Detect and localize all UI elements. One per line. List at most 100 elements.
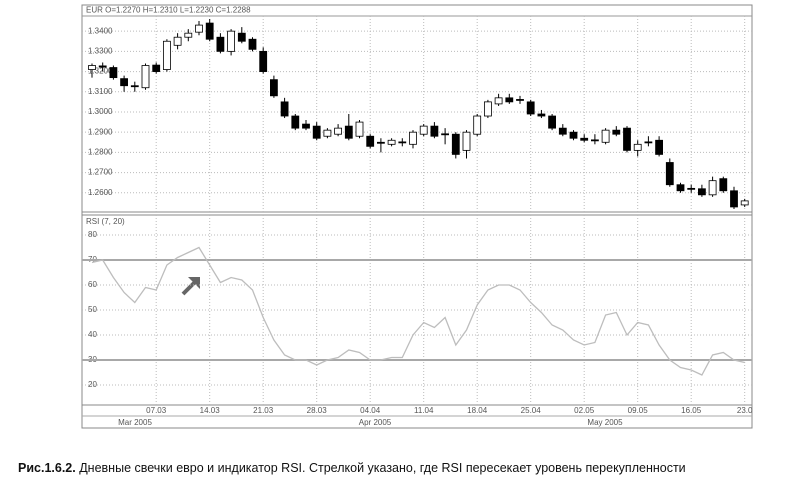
candle-body	[195, 24, 203, 33]
y-tick-label: 50	[88, 305, 97, 314]
y-tick-label: 60	[88, 280, 97, 289]
candle-body	[473, 115, 482, 135]
candle-body	[323, 129, 332, 137]
candle-body	[280, 101, 289, 117]
candle-body	[109, 67, 118, 79]
candle-body	[505, 97, 514, 103]
arrow	[181, 277, 200, 296]
y-tick-label: 20	[88, 380, 97, 389]
caption-label: Рис.1.6.2.	[18, 461, 76, 475]
candle-body	[141, 65, 150, 89]
candle-body	[398, 141, 407, 144]
y-tick-label: 1.2900	[88, 127, 113, 136]
x-tick-label: 25.04	[521, 406, 542, 415]
candle-body	[730, 190, 738, 208]
candle-body	[612, 129, 621, 135]
y-tick-label: 1.2700	[88, 168, 113, 177]
candle-body	[162, 40, 171, 70]
candle-body	[269, 79, 278, 97]
candle-body	[548, 115, 556, 129]
frame	[81, 4, 753, 429]
caption: Рис.1.6.2. Дневные свечки евро и индикат…	[18, 461, 686, 475]
candle-body	[237, 32, 246, 42]
candle-body	[334, 127, 343, 135]
candle-body	[98, 65, 107, 68]
candle-body	[227, 30, 236, 52]
candle-body	[355, 121, 364, 137]
x-tick-label: 18.04	[467, 406, 488, 415]
y-tick-label: 1.2800	[88, 148, 113, 157]
caption-text: Дневные свечки евро и индикатор RSI. Стр…	[79, 461, 686, 475]
candle-body	[558, 127, 567, 135]
candle-body	[344, 125, 353, 139]
candle-body	[366, 135, 375, 147]
y-tick-label: 80	[88, 230, 97, 239]
rsi-line	[91, 246, 745, 376]
y-tick-label: 1.3300	[88, 46, 113, 55]
candle-body	[698, 188, 706, 196]
x-tick-label: 07.03	[146, 406, 167, 415]
month-label: Apr 2005	[359, 418, 392, 427]
candle-body	[441, 133, 450, 136]
candle-body	[462, 131, 471, 151]
y-tick-label: 40	[88, 330, 97, 339]
candle-body	[591, 139, 599, 142]
candle-body	[312, 125, 321, 139]
candle-body	[687, 187, 696, 190]
candle-body	[516, 99, 524, 101]
candle-body	[430, 125, 439, 137]
y-tick-label: 1.3000	[88, 107, 113, 116]
candle-body	[152, 64, 161, 72]
candle-body	[88, 65, 96, 70]
candle-body	[665, 162, 674, 186]
month-label: Mar 2005	[118, 418, 152, 427]
x-tick-label: 02.05	[574, 406, 595, 415]
candle-body	[569, 131, 578, 139]
x-tick-label: 11.04	[414, 406, 434, 415]
candle-body	[387, 139, 396, 145]
month-label: May 2005	[587, 418, 623, 427]
candle-body	[216, 36, 225, 52]
candle-body	[419, 125, 428, 135]
candle-body	[633, 143, 642, 151]
x-tick-label: 04.04	[360, 406, 381, 415]
candle-body	[494, 97, 503, 105]
candle-body	[130, 85, 139, 88]
candle-body	[526, 101, 535, 115]
rsi-header: RSI (7, 20)	[86, 217, 125, 226]
candle-body	[376, 141, 385, 144]
candle-body	[184, 32, 193, 38]
candle-body	[623, 127, 631, 151]
x-tick-label: 16.05	[681, 406, 702, 415]
y-tick-label: 1.3100	[88, 87, 113, 96]
candle-body	[655, 139, 663, 155]
y-tick-label: 1.3400	[88, 26, 113, 35]
x-tick-label: 21.03	[253, 406, 274, 415]
candle-body	[302, 123, 310, 129]
candle-body	[451, 133, 460, 155]
candle-body	[205, 22, 214, 40]
candle-body	[173, 36, 182, 46]
candle-body	[708, 180, 717, 196]
x-tick-label: 14.03	[200, 406, 221, 415]
candle-body	[580, 137, 589, 141]
candle-body	[483, 101, 492, 117]
x-tick-label: 09.05	[628, 406, 649, 415]
candle-body	[719, 178, 728, 192]
price-header: EUR O=1.2270 H=1.2310 L=1.2230 C=1.2288	[86, 6, 251, 15]
candle-body	[120, 78, 128, 87]
candle-body	[259, 50, 268, 72]
candle-body	[537, 113, 546, 117]
candle-body	[291, 115, 300, 129]
y-tick-label: 1.2600	[88, 188, 113, 197]
candle-body	[248, 38, 257, 50]
x-tick-label: 23.0	[737, 406, 753, 415]
candle-body	[644, 141, 653, 144]
candle-body	[676, 184, 685, 192]
candle-body	[601, 129, 610, 143]
x-tick-label: 28.03	[307, 406, 328, 415]
candle-body	[740, 200, 749, 206]
candle-body	[409, 131, 417, 145]
